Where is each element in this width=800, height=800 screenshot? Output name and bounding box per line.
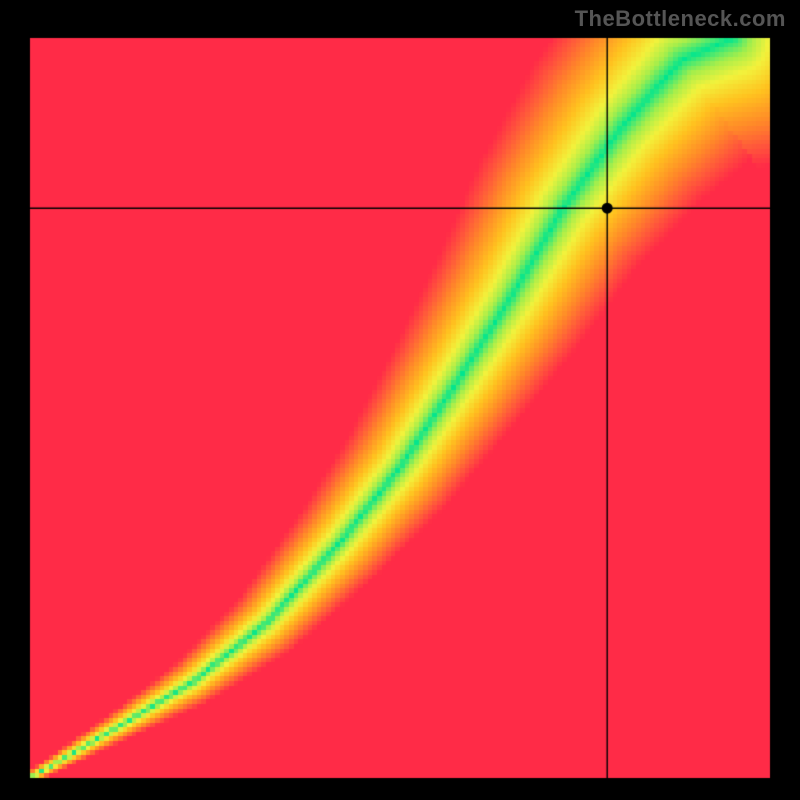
heatmap-canvas	[0, 0, 800, 800]
chart-container: TheBottleneck.com	[0, 0, 800, 800]
watermark-text: TheBottleneck.com	[575, 6, 786, 32]
